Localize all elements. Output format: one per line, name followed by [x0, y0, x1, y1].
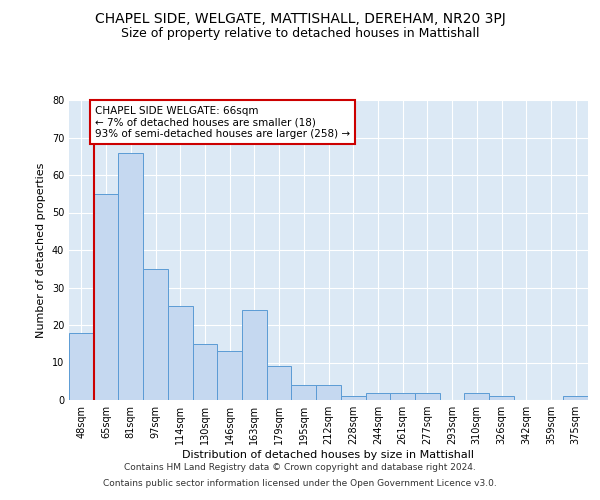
Bar — [316, 385, 341, 400]
Bar — [563, 396, 588, 400]
Text: CHAPEL SIDE, WELGATE, MATTISHALL, DEREHAM, NR20 3PJ: CHAPEL SIDE, WELGATE, MATTISHALL, DEREHA… — [95, 12, 505, 26]
X-axis label: Distribution of detached houses by size in Mattishall: Distribution of detached houses by size … — [182, 450, 475, 460]
Bar — [94, 194, 118, 400]
Bar — [118, 152, 143, 400]
Bar — [193, 344, 217, 400]
Bar — [217, 351, 242, 400]
Bar — [267, 366, 292, 400]
Bar — [464, 392, 489, 400]
Y-axis label: Number of detached properties: Number of detached properties — [36, 162, 46, 338]
Bar — [415, 392, 440, 400]
Bar — [489, 396, 514, 400]
Bar — [69, 332, 94, 400]
Bar — [365, 392, 390, 400]
Bar — [292, 385, 316, 400]
Text: Size of property relative to detached houses in Mattishall: Size of property relative to detached ho… — [121, 28, 479, 40]
Text: Contains HM Land Registry data © Crown copyright and database right 2024.: Contains HM Land Registry data © Crown c… — [124, 464, 476, 472]
Text: Contains public sector information licensed under the Open Government Licence v3: Contains public sector information licen… — [103, 478, 497, 488]
Bar — [143, 269, 168, 400]
Text: CHAPEL SIDE WELGATE: 66sqm
← 7% of detached houses are smaller (18)
93% of semi-: CHAPEL SIDE WELGATE: 66sqm ← 7% of detac… — [95, 106, 350, 139]
Bar — [341, 396, 365, 400]
Bar — [390, 392, 415, 400]
Bar — [242, 310, 267, 400]
Bar — [168, 306, 193, 400]
